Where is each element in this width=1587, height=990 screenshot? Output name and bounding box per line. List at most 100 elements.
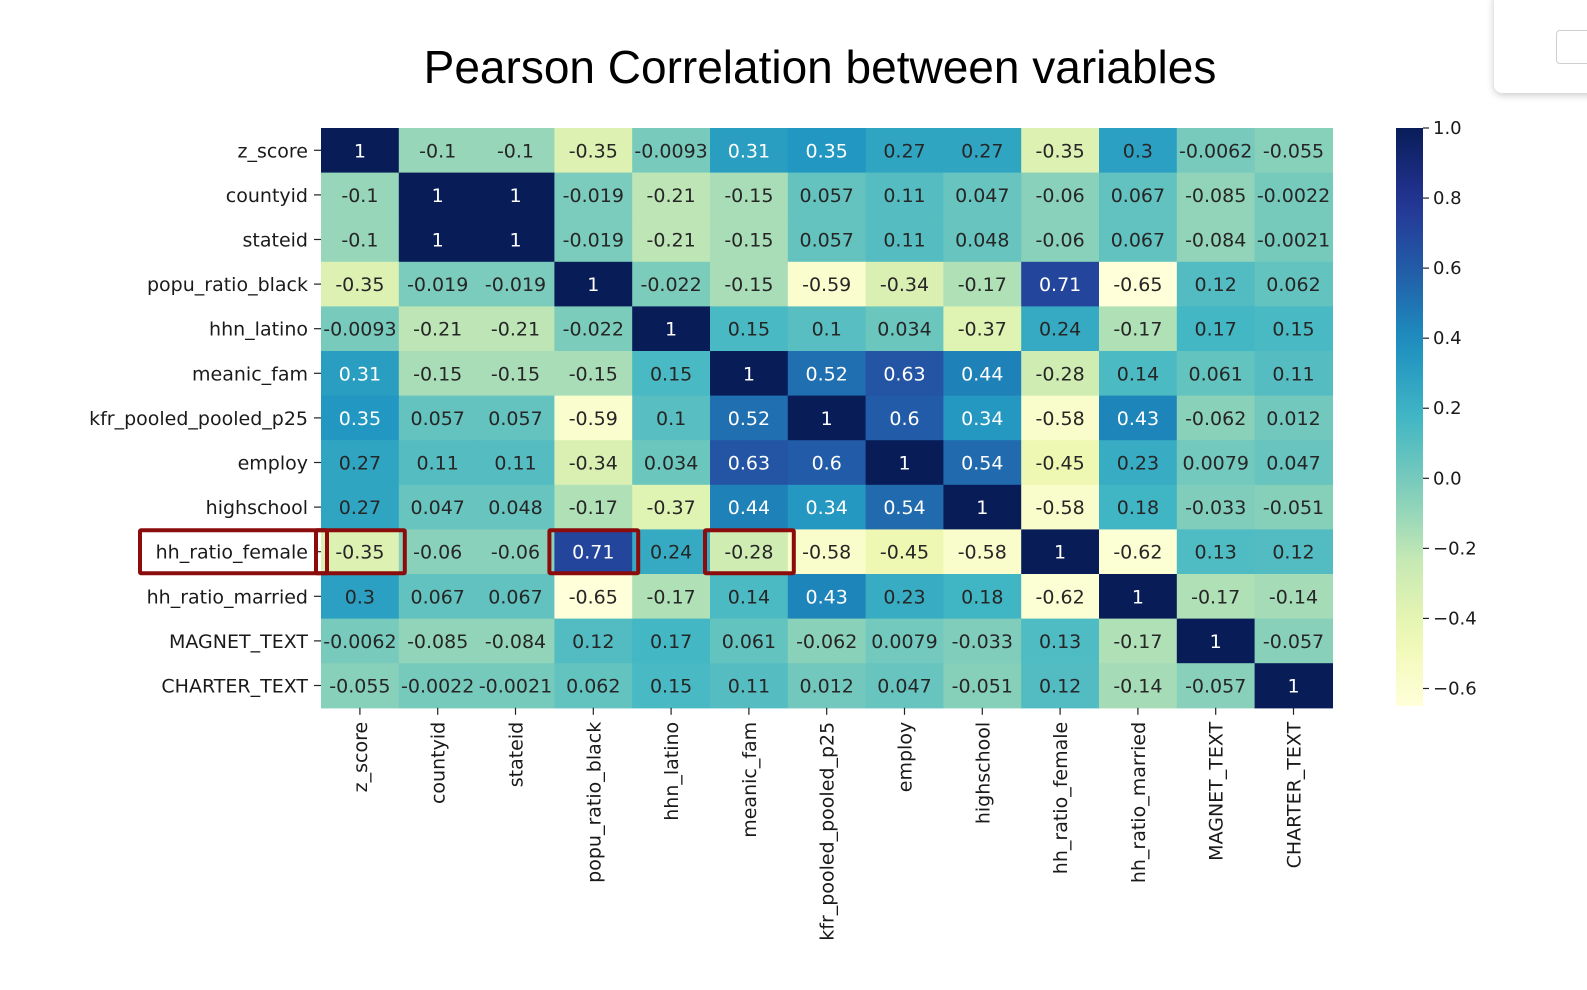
cell-value-label: 0.71: [1039, 274, 1081, 296]
cell-value-label: -0.019: [563, 185, 624, 207]
heatmap-cell: [1099, 618, 1178, 664]
column-tick-label: hh_ratio_married: [1128, 722, 1150, 883]
cell-value-label: 0.63: [883, 363, 925, 385]
cell-value-label: 0.067: [1111, 185, 1165, 207]
cell-value-label: -0.1: [341, 230, 378, 252]
colorbar-tick-label: 0.6: [1433, 258, 1462, 279]
heatmap-cell: [554, 351, 633, 397]
cell-value-label: 1: [1054, 542, 1066, 564]
cell-value-label: 0.71: [572, 542, 614, 564]
heatmap-cell: [865, 484, 944, 530]
heatmap-cell: [865, 574, 944, 620]
cell-value-label: -0.055: [1263, 140, 1324, 162]
colorbar-tick-label: −0.2: [1433, 538, 1477, 559]
cell-value-label: 0.14: [1117, 363, 1159, 385]
heatmap-cell: [865, 440, 944, 486]
cell-value-label: 0.15: [728, 319, 770, 341]
cell-value-label: 0.061: [722, 631, 776, 653]
cell-value-label: -0.084: [1185, 230, 1246, 252]
cell-value-label: -0.0093: [323, 319, 396, 341]
cell-value-label: 1: [1210, 631, 1222, 653]
cell-value-label: 0.13: [1039, 631, 1081, 653]
cell-value-label: -0.17: [569, 497, 618, 519]
cell-value-label: 1: [1287, 676, 1299, 698]
cell-value-label: -0.58: [1036, 408, 1085, 430]
cell-value-label: 0.44: [728, 497, 770, 519]
cell-value-label: -0.06: [1036, 185, 1085, 207]
heatmap-cell: [476, 172, 555, 218]
cell-value-label: -0.0062: [323, 631, 396, 653]
cell-value-label: 0.0079: [871, 631, 937, 653]
row-tick-label: employ: [238, 453, 308, 475]
heatmap-cell: [1021, 529, 1100, 575]
cell-value-label: 0.067: [488, 586, 542, 608]
heatmap-cell: [398, 529, 478, 575]
heatmap-cell: [632, 395, 711, 441]
cell-value-label: -0.0022: [1257, 185, 1330, 207]
cell-value-label: -0.37: [647, 497, 696, 519]
cell-value-label: 0.44: [961, 363, 1003, 385]
colorbar: 1.0 0.8 0.6 0.4 0.2 0.0 −0.2 −0.4 −0.6: [1396, 118, 1477, 706]
heatmap-cell: [632, 618, 711, 664]
heatmap-cell: [476, 574, 555, 620]
heatmap-cell: [787, 574, 867, 620]
heatmap-cell: [710, 261, 789, 307]
heatmap-cell: [1099, 484, 1178, 530]
cell-value-label: -0.019: [563, 230, 624, 252]
heatmap-cell: [398, 574, 478, 620]
heatmap-cell: [787, 217, 867, 263]
cell-value-label: 0.17: [650, 631, 692, 653]
heatmap-cell: [1099, 261, 1178, 307]
heatmap-cell: [632, 351, 711, 397]
cell-value-label: 0.27: [339, 453, 381, 475]
cell-value-label: -0.21: [647, 230, 696, 252]
heatmap-cell: [554, 128, 633, 174]
heatmap-cell: [554, 484, 633, 530]
cell-value-label: 0.63: [728, 453, 770, 475]
cell-value-label: 0.34: [961, 408, 1003, 430]
heatmap-cell: [476, 128, 555, 174]
heatmap-cell: [710, 440, 789, 486]
cell-value-label: 0.11: [883, 185, 925, 207]
cell-value-label: -0.37: [958, 319, 1007, 341]
heatmap-cell: [1254, 261, 1333, 307]
cell-value-label: 0.31: [339, 363, 381, 385]
cell-value-label: -0.17: [1191, 586, 1240, 608]
row-tick-label: z_score: [237, 140, 308, 162]
column-tick-label: CHARTER_TEXT: [1284, 721, 1306, 868]
cell-value-label: -0.1: [341, 185, 378, 207]
column-tick-label: MAGNET_TEXT: [1206, 721, 1228, 860]
heatmap-cell: [321, 529, 400, 575]
cell-value-label: 1: [509, 185, 521, 207]
cell-value-label: -0.34: [880, 274, 929, 296]
heatmap-cell: [554, 574, 633, 620]
heatmap-cell: [787, 440, 867, 486]
cell-value-label: -0.15: [724, 274, 773, 296]
heatmap-cell: [476, 217, 555, 263]
cell-value-label: 0.13: [1195, 542, 1237, 564]
heatmap-cell: [787, 306, 867, 352]
column-tick-label: stateid: [506, 722, 528, 787]
cell-value-label: 1: [898, 453, 910, 475]
heatmap-cell: [710, 484, 789, 530]
heatmap-cell: [1099, 351, 1178, 397]
cell-value-label: -0.06: [413, 542, 462, 564]
heatmap-cell: [476, 440, 555, 486]
cell-value-label: -0.15: [724, 230, 773, 252]
cell-value-label: -0.062: [1185, 408, 1246, 430]
heatmap-cell: [1254, 395, 1333, 441]
heatmap-cell: [554, 261, 633, 307]
heatmap-cell: [1021, 261, 1100, 307]
heatmap-cell: [476, 484, 555, 530]
heatmap-cell: [710, 351, 789, 397]
colorbar-tick-label: 0.2: [1433, 398, 1462, 419]
cell-value-label: 1: [509, 230, 521, 252]
heatmap-cell: [1099, 529, 1178, 575]
heatmap-cell: [943, 351, 1022, 397]
heatmap-cell: [1254, 663, 1333, 709]
heatmap-cell: [632, 261, 711, 307]
cell-value-label: 0.061: [1188, 363, 1242, 385]
row-tick-label: CHARTER_TEXT: [161, 676, 308, 698]
cell-value-label: 0.057: [799, 230, 853, 252]
